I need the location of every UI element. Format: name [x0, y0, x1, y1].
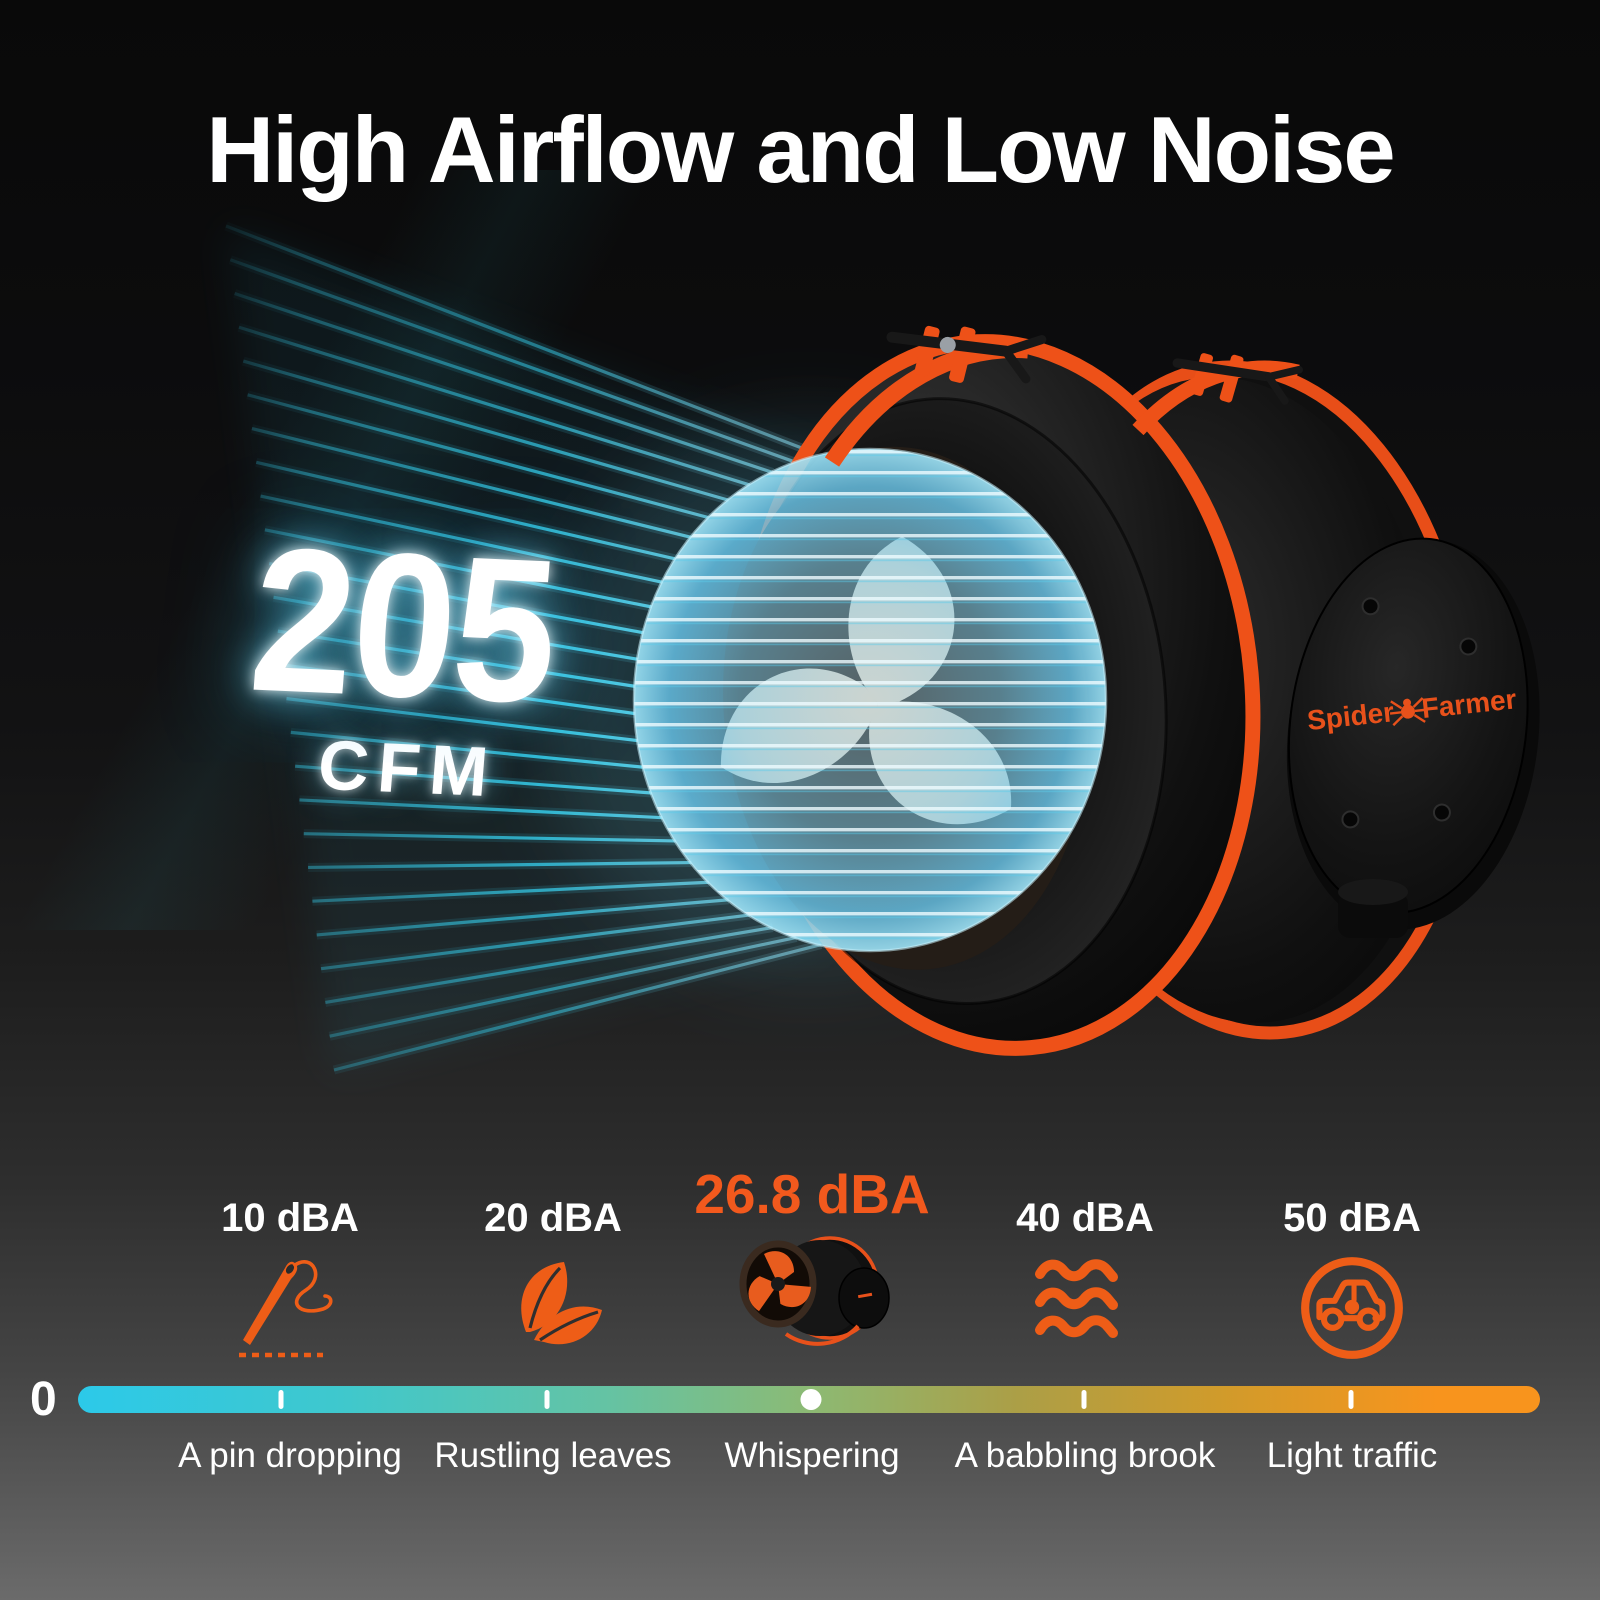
speed-knob — [1338, 879, 1408, 938]
airflow-value: 205 — [243, 504, 564, 747]
screw — [1361, 597, 1380, 616]
spider-icon — [1389, 697, 1427, 727]
motor-housing: Spider Farmer — [1286, 537, 1540, 930]
clamp-bolt — [1172, 358, 1274, 382]
noise-description: Light traffic — [1266, 1436, 1438, 1475]
airflow-disc — [632, 447, 1108, 953]
noise-description: A babbling brook — [954, 1436, 1216, 1475]
scale-tick-40dba — [1081, 1390, 1087, 1409]
screw — [1341, 810, 1360, 829]
leaves-icon — [498, 1252, 608, 1369]
noise-db-label: 20 dBA — [484, 1196, 622, 1240]
noise-db-label: 10 dBA — [221, 1196, 359, 1240]
airflow-beam-lines — [224, 221, 823, 1075]
page-title: High Airflow and Low Noise — [206, 97, 1395, 202]
noise-description: Rustling leaves — [434, 1436, 672, 1475]
noise-description: A pin dropping — [178, 1436, 402, 1475]
scale-tick-50dba — [1348, 1390, 1354, 1409]
scale-tick-20dba — [544, 1390, 550, 1409]
brand-logo: Spider Farmer — [1306, 683, 1518, 736]
current-noise-marker — [800, 1389, 822, 1410]
noise-db-label-highlight: 26.8 dBA — [694, 1163, 930, 1225]
waves-icon — [1030, 1252, 1140, 1369]
noise-description: Whispering — [724, 1436, 900, 1475]
scale-origin-label: 0 — [30, 1373, 57, 1426]
mini-fan-blades — [748, 1251, 811, 1312]
product-fan-image: Spider Farmer — [632, 325, 1540, 1056]
noise-db-label: 40 dBA — [1016, 1196, 1154, 1240]
noise-db-label: 50 dBA — [1283, 1196, 1421, 1240]
needle-icon — [235, 1252, 345, 1369]
car-icon — [1296, 1252, 1408, 1369]
airflow-rating: 205 CFM — [212, 504, 589, 816]
screw — [1459, 637, 1478, 656]
scale-tick-10dba — [278, 1390, 284, 1409]
rear-clamp — [1132, 353, 1303, 436]
screw — [1432, 803, 1451, 822]
front-clamp — [824, 325, 1047, 467]
product-fan-thumbnail — [722, 1222, 902, 1377]
